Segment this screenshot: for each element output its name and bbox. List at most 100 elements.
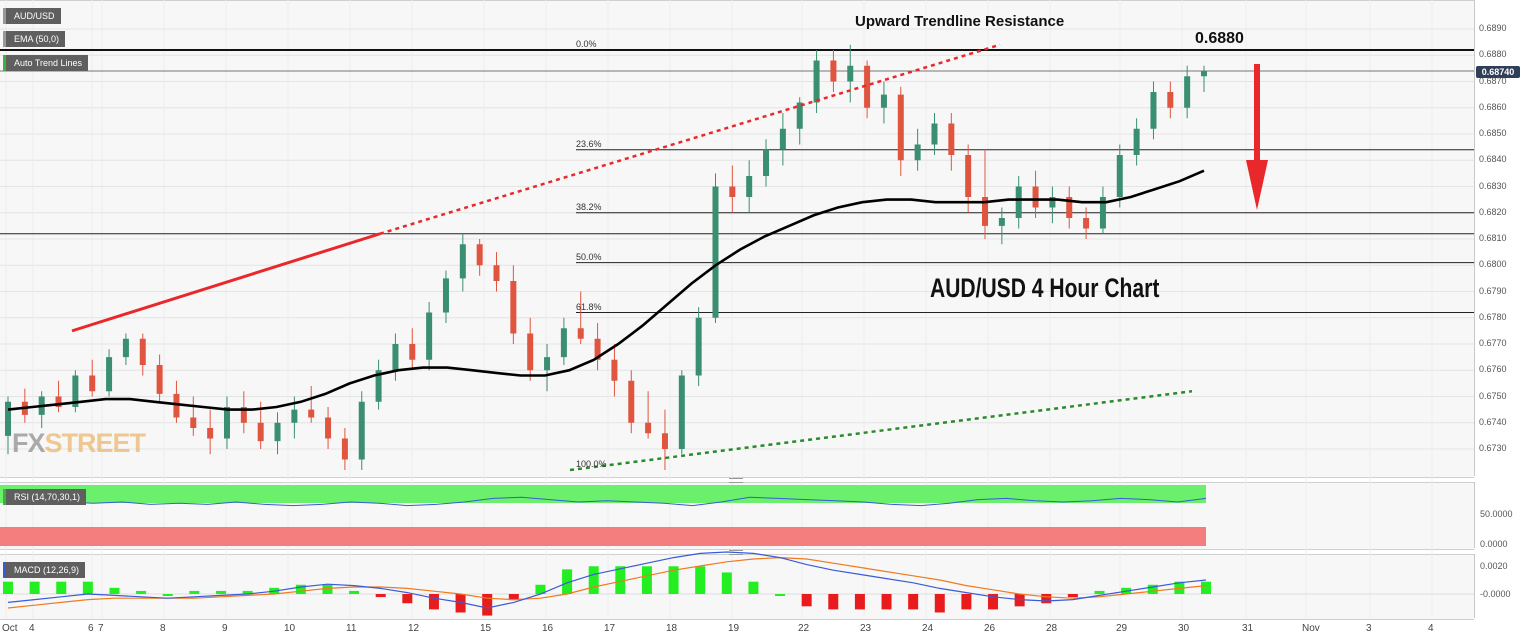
candle-body xyxy=(223,407,230,439)
candle-body xyxy=(594,338,601,360)
candle-body xyxy=(190,417,197,428)
macd-histogram-bar xyxy=(668,566,679,594)
rsi-resize-handle[interactable] xyxy=(729,478,743,483)
y-tick-label: 0.6860 xyxy=(1479,101,1507,112)
macd-histogram-bar xyxy=(162,594,173,596)
macd-histogram-bar xyxy=(641,566,652,594)
y-tick-label: 0.6880 xyxy=(1479,49,1507,60)
down-arrow-head xyxy=(1246,160,1268,210)
macd-tag[interactable]: MACD (12,26,9) xyxy=(3,562,86,578)
candle-body xyxy=(55,396,62,407)
y-tick-label: 0.6850 xyxy=(1479,128,1507,138)
macd-histogram-bar xyxy=(1147,584,1158,594)
candle-body xyxy=(577,328,584,339)
macd-histogram-bar xyxy=(562,569,573,594)
candle-body xyxy=(358,401,365,460)
candle-body xyxy=(880,94,887,108)
candle-body xyxy=(1032,186,1039,208)
rsi-tag[interactable]: RSI (14,70,30,1) xyxy=(3,489,87,505)
annotation-resistance: Upward Trendline Resistance xyxy=(855,13,1065,30)
macd-histogram-bar xyxy=(82,581,93,594)
macd-histogram-bar xyxy=(189,590,200,594)
x-tick-label: 28 xyxy=(1046,623,1058,634)
rsi-axis xyxy=(1474,482,1536,548)
y-tick-label: 0.6750 xyxy=(1479,390,1507,401)
macd-histogram-bar xyxy=(482,594,493,616)
macd-histogram-bar xyxy=(402,594,413,604)
fibonacci-label: 23.6% xyxy=(576,138,602,149)
candle-body xyxy=(695,317,702,376)
candle-body xyxy=(257,422,264,442)
macd-signal-line xyxy=(7,556,1207,609)
candle-body xyxy=(628,380,635,423)
candle-body xyxy=(796,102,803,129)
candle-body xyxy=(1116,155,1123,197)
x-tick-label: 30 xyxy=(1178,623,1190,634)
rsi-tick-label: 0.0000 xyxy=(1480,539,1508,549)
fibonacci-label: 61.8% xyxy=(576,301,602,312)
x-tick-label: 23 xyxy=(860,623,872,634)
x-tick-label: 10 xyxy=(284,623,296,634)
candle-body xyxy=(763,149,770,176)
x-tick-label: 31 xyxy=(1242,623,1254,634)
ema-tag[interactable]: EMA (50,0) xyxy=(3,31,66,47)
fibonacci-label: 100.0% xyxy=(576,459,607,469)
candle-body xyxy=(1099,197,1106,229)
macd-panel[interactable] xyxy=(0,554,1474,620)
candle-body xyxy=(442,278,449,313)
y-tick-label: 0.6890 xyxy=(1479,23,1507,33)
macd-histogram-bar xyxy=(215,590,226,594)
candle-body xyxy=(645,422,652,434)
candle-body xyxy=(122,338,129,358)
resistance-trendline xyxy=(71,232,381,333)
candle-body xyxy=(813,60,820,103)
x-tick-label: 18 xyxy=(666,623,678,634)
macd-histogram-bar xyxy=(322,584,333,594)
candle-body xyxy=(106,357,113,392)
candle-body xyxy=(1133,128,1140,155)
y-tick-label: 0.6830 xyxy=(1479,180,1507,191)
symbol-tag[interactable]: AUD/USD xyxy=(3,8,61,24)
x-tick-label: 17 xyxy=(604,623,616,634)
y-tick-label: 0.6800 xyxy=(1479,259,1507,270)
macd-histogram-bar xyxy=(3,581,13,594)
price-axis[interactable] xyxy=(1474,0,1536,476)
rsi-oversold-band xyxy=(0,527,1206,546)
candle-body xyxy=(308,409,315,418)
candle-body xyxy=(611,359,618,381)
x-tick-label: 9 xyxy=(222,623,228,634)
macd-histogram-bar xyxy=(988,594,999,610)
candle-body xyxy=(1066,197,1073,218)
macd-histogram-bar xyxy=(588,566,599,594)
candle-body xyxy=(240,407,247,423)
macd-histogram-bar xyxy=(695,566,706,594)
candle-body xyxy=(1049,197,1056,208)
y-tick-label: 0.6840 xyxy=(1479,154,1507,165)
candle-body xyxy=(426,312,433,360)
candle-body xyxy=(1184,76,1191,108)
candle-body xyxy=(914,144,921,161)
x-tick-label: 26 xyxy=(984,623,996,634)
macd-histogram-bar xyxy=(828,594,839,610)
trend-lines-tag[interactable]: Auto Trend Lines xyxy=(3,55,89,71)
candle-body xyxy=(1083,218,1090,229)
macd-histogram-bar xyxy=(349,590,360,594)
macd-histogram-bar xyxy=(1094,590,1105,594)
x-tick-label: 6 xyxy=(88,623,94,634)
x-tick-label: 29 xyxy=(1116,623,1128,634)
macd-axis xyxy=(1474,554,1536,618)
macd-histogram-bar xyxy=(508,594,519,601)
candle-body xyxy=(476,244,483,266)
x-tick-label: Oct xyxy=(2,623,18,634)
candle-body xyxy=(779,128,786,150)
x-tick-label: 22 xyxy=(798,623,810,634)
y-tick-label: 0.6810 xyxy=(1479,233,1507,243)
candle-body xyxy=(847,65,854,82)
macd-resize-handle[interactable] xyxy=(729,550,743,555)
candle-body xyxy=(544,357,551,371)
x-tick-label: 8 xyxy=(160,623,166,634)
candle-body xyxy=(678,375,685,449)
macd-histogram-bar xyxy=(748,581,759,594)
candle-body xyxy=(1015,186,1022,218)
